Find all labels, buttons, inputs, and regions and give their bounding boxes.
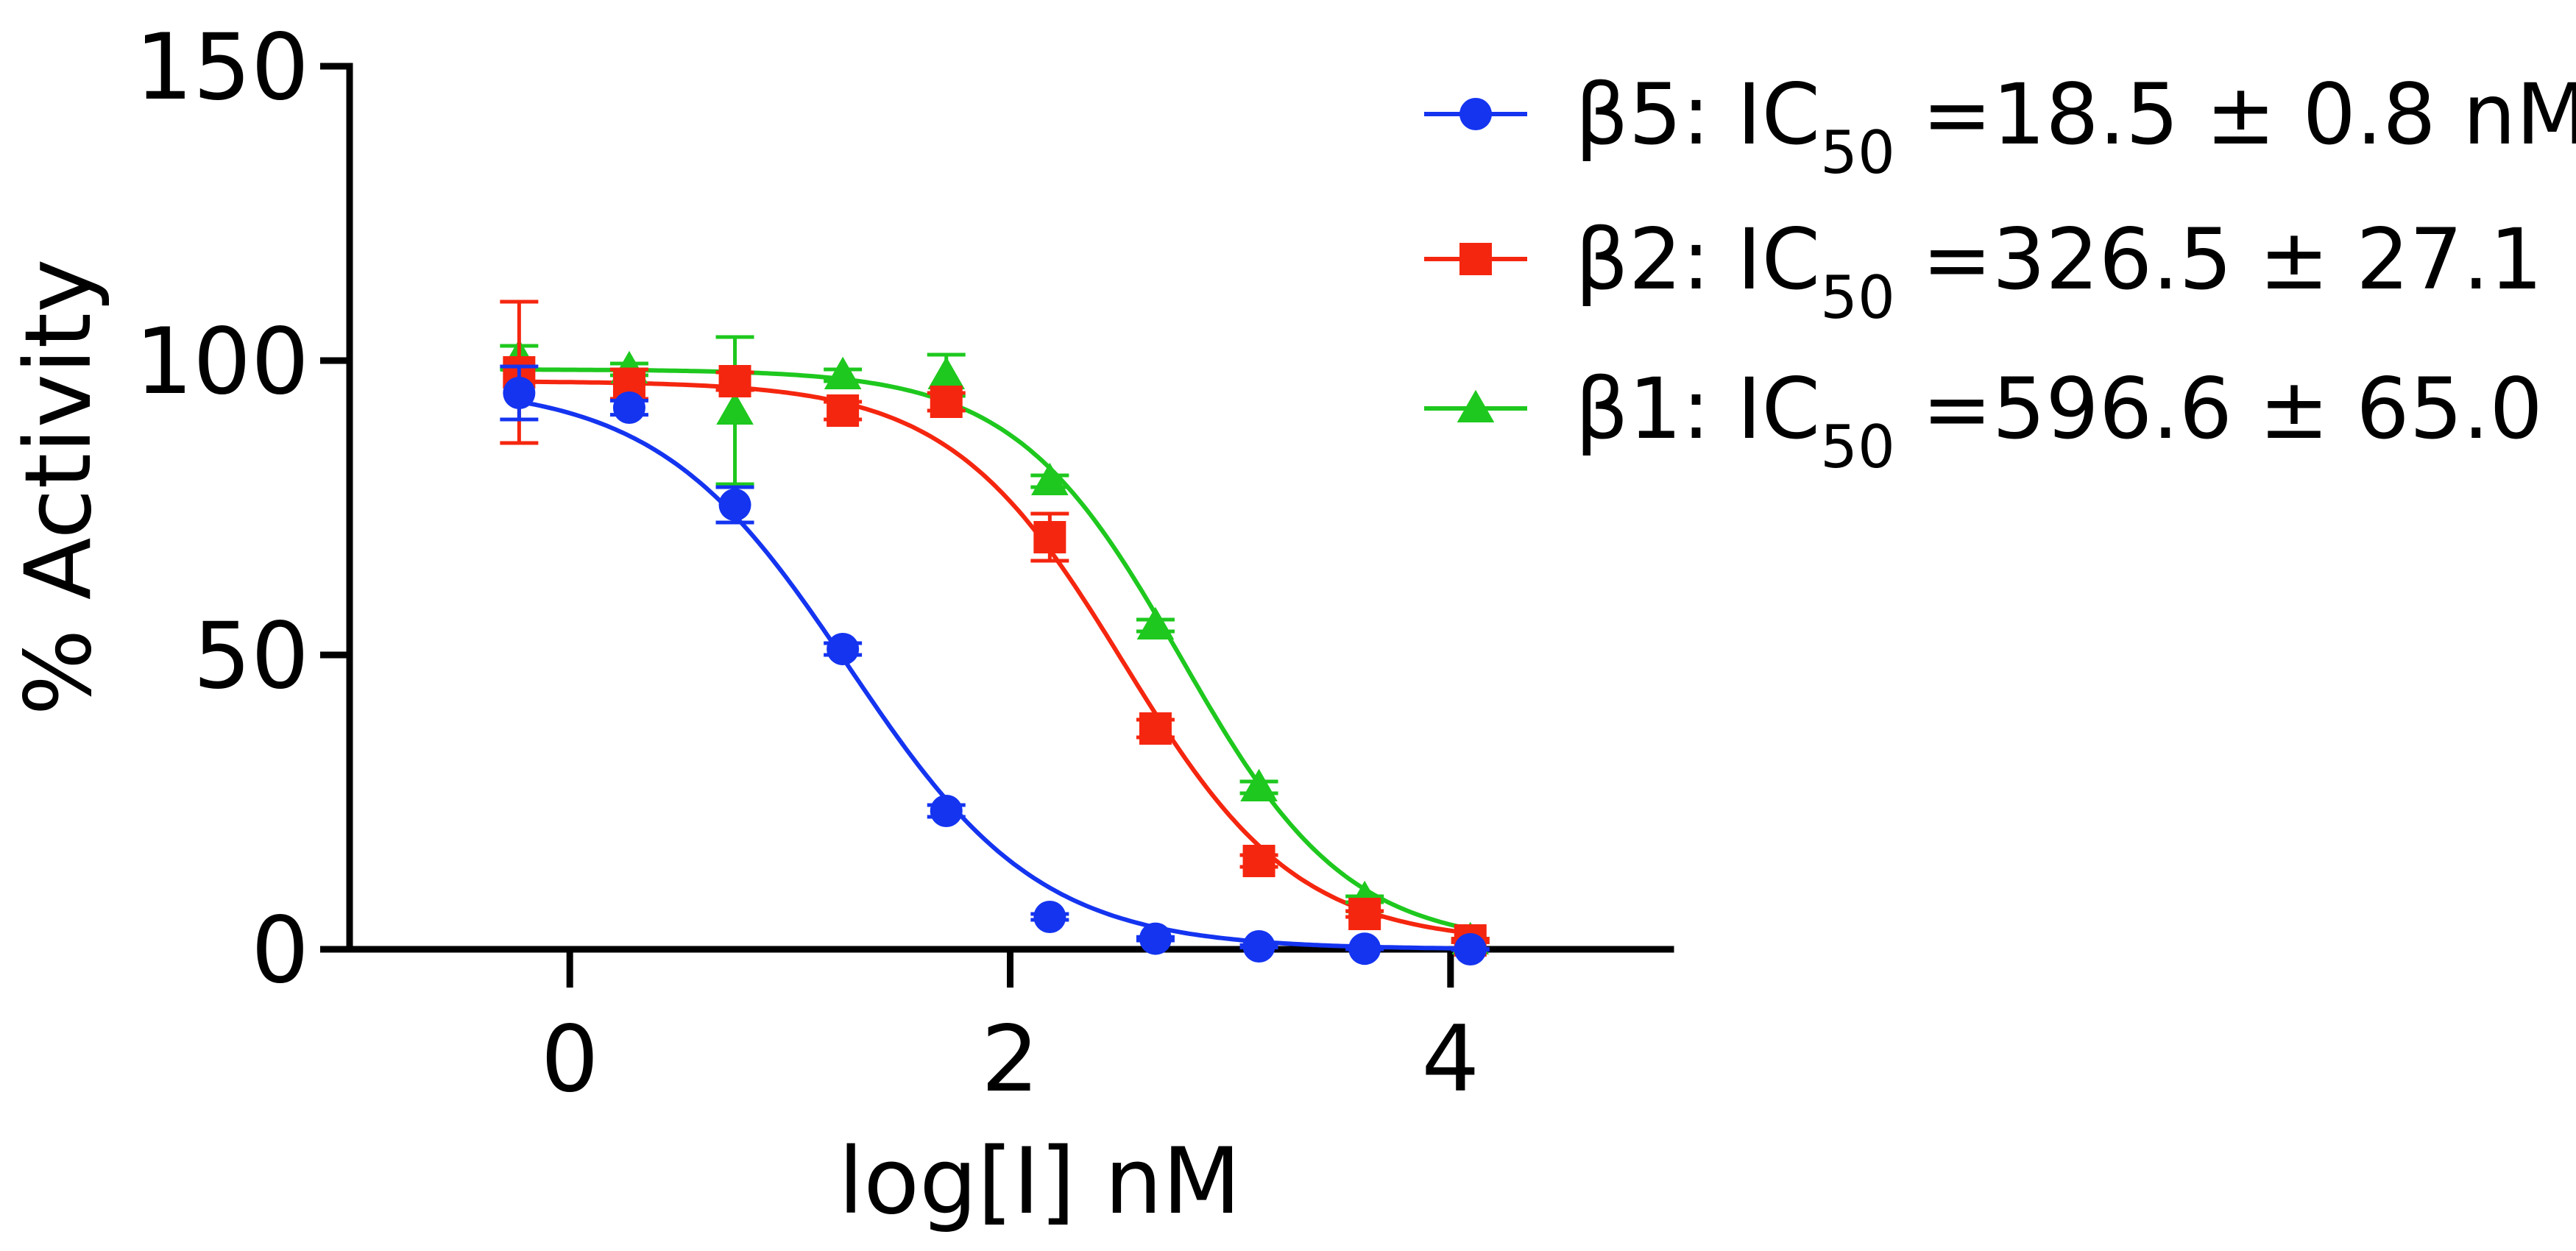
y-tick-label: 0 — [251, 898, 309, 1004]
y-tick-label: 150 — [135, 15, 309, 121]
y-axis-title: % Activity — [6, 259, 112, 716]
legend-value: =326.5 ± 27.1 nM — [1895, 210, 2576, 308]
x-tick-label: 2 — [981, 1007, 1039, 1113]
legend-item-β1: β1: IC50 =596.6 ± 65.0 nM — [1424, 360, 2576, 481]
legend-subscript: 50 — [1820, 263, 1895, 332]
data-point-β2 — [1242, 845, 1275, 877]
data-point-β1 — [1240, 768, 1278, 801]
legend-marker-β2 — [1459, 243, 1492, 275]
y-tick-label: 50 — [193, 603, 309, 709]
fit-curve-β1 — [519, 367, 1478, 933]
data-point-β2 — [1139, 712, 1172, 745]
data-point-β5 — [612, 391, 645, 424]
data-point-β2 — [1033, 521, 1066, 553]
data-point-β5 — [930, 795, 963, 827]
legend-label: β2: IC50 =326.5 ± 27.1 nM — [1575, 210, 2576, 332]
fit-curves — [518, 367, 1478, 951]
legend-value: =18.5 ± 0.8 nM — [1895, 65, 2576, 163]
data-point-β2 — [930, 386, 963, 418]
data-point-β2 — [827, 394, 860, 427]
data-point-β5 — [1454, 933, 1487, 965]
data-point-β5 — [503, 377, 536, 409]
legend-label: β5: IC50 =18.5 ± 0.8 nM — [1575, 65, 2576, 187]
x-axis-title: log[I] nM — [838, 1129, 1241, 1235]
legend-item-β2: β2: IC50 =326.5 ± 27.1 nM — [1424, 210, 2576, 332]
data-point-β1 — [1136, 606, 1175, 639]
legend-prefix: β2: IC — [1575, 210, 1820, 308]
data-point-β5 — [1139, 922, 1172, 955]
data-point-β2 — [1348, 898, 1381, 930]
data-point-β5 — [1242, 930, 1275, 963]
data-point-β5 — [827, 633, 860, 665]
y-tick-label: 100 — [135, 309, 309, 415]
legend-subscript: 50 — [1820, 413, 1895, 481]
data-points — [500, 300, 1490, 965]
data-point-β5 — [718, 489, 751, 521]
data-point-β5 — [1033, 901, 1066, 933]
axes: 0 50 100 150 0 2 4 — [135, 15, 1674, 1113]
legend-marker-β5 — [1459, 98, 1492, 130]
x-tick-label: 4 — [1421, 1007, 1479, 1113]
data-point-β2 — [718, 365, 751, 397]
legend-item-β5: β5: IC50 =18.5 ± 0.8 nM — [1424, 65, 2576, 187]
fit-curve-β5 — [518, 399, 1477, 951]
legend-label: β1: IC50 =596.6 ± 65.0 nM — [1575, 360, 2576, 481]
fit-curve-β2 — [519, 379, 1477, 937]
data-point-β1 — [824, 356, 862, 389]
legend-prefix: β5: IC — [1575, 65, 1820, 163]
legend-subscript: 50 — [1820, 118, 1895, 187]
data-point-β1 — [1031, 462, 1069, 495]
legend-marker-β1 — [1457, 389, 1495, 422]
data-point-β1 — [927, 356, 966, 389]
data-point-β5 — [1348, 932, 1381, 965]
legend-prefix: β1: IC — [1575, 360, 1820, 458]
data-point-β1 — [716, 391, 754, 425]
x-tick-label: 0 — [541, 1007, 599, 1113]
legend-value: =596.6 ± 65.0 nM — [1895, 360, 2576, 458]
